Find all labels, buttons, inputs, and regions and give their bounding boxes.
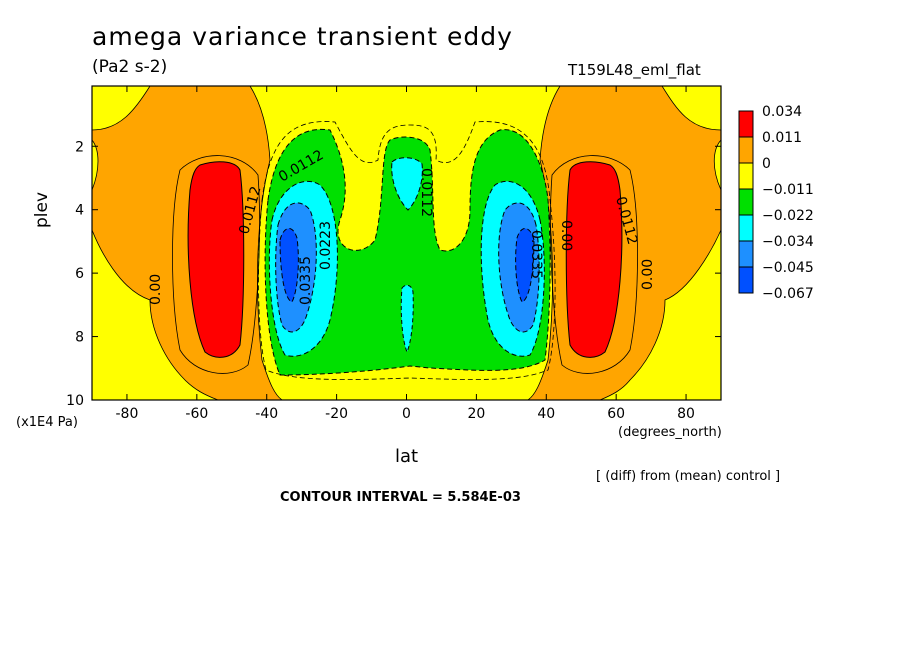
fill-cyan-center bbox=[391, 157, 423, 211]
colorbar-label: −0.045 bbox=[762, 260, 814, 276]
run-label: T159L48_eml_flat bbox=[568, 61, 701, 79]
contour-label: 0.0335 bbox=[528, 230, 544, 279]
y-axis: 2 4 6 8 10 bbox=[66, 139, 721, 409]
contour-line-east bbox=[550, 155, 638, 374]
colorbar-label: −0.034 bbox=[762, 234, 814, 250]
colorbar-label: −0.022 bbox=[762, 208, 814, 224]
contour-dash-outer bbox=[258, 121, 556, 380]
colorbar-label: 0.034 bbox=[762, 104, 802, 120]
fill-cyan-center-low bbox=[400, 284, 414, 354]
fill-darkblue-east bbox=[515, 228, 535, 303]
contour-label: 0.0335 bbox=[298, 256, 314, 305]
contour-interval: CONTOUR INTERVAL = 5.584E-03 bbox=[280, 490, 521, 505]
contour-label: 0.00 bbox=[558, 220, 574, 251]
colorbar-label: 0.011 bbox=[762, 130, 802, 146]
colorbar-swatch bbox=[738, 214, 754, 242]
contour-label: 0.00 bbox=[640, 259, 656, 290]
contour-line-west bbox=[172, 155, 260, 374]
colorbar-swatch bbox=[738, 162, 754, 190]
y-tick-label: 8 bbox=[75, 330, 84, 346]
x-tick-label: -60 bbox=[185, 406, 208, 422]
x-tick-label: 40 bbox=[537, 406, 555, 422]
fill-darkblue-west bbox=[279, 228, 299, 303]
colorbar-swatch bbox=[738, 136, 754, 164]
x-axis-units: (degrees_north) bbox=[618, 425, 722, 440]
fill-red-east bbox=[565, 161, 623, 358]
colorbar-swatch bbox=[738, 188, 754, 216]
x-tick-label: 60 bbox=[607, 406, 625, 422]
x-tick-label: -80 bbox=[116, 406, 139, 422]
y-tick-label: 6 bbox=[75, 266, 84, 282]
y-tick-label: 2 bbox=[75, 139, 84, 155]
fill-green-central bbox=[264, 128, 551, 376]
x-tick-label: 0 bbox=[402, 406, 411, 422]
x-tick-label: 80 bbox=[677, 406, 695, 422]
colorbar-swatch bbox=[738, 266, 754, 294]
chart-title: amega variance transient eddy bbox=[92, 22, 513, 51]
x-tick-label: 20 bbox=[467, 406, 485, 422]
colorbar: 0.034 0.011 0 −0.011 −0.022 −0.034 −0.045 −0.06… bbox=[738, 104, 814, 302]
x-axis: -80 -60 -40 -20 0 20 40 60 80 bbox=[116, 86, 695, 422]
x-tick-label: -40 bbox=[255, 406, 278, 422]
colorbar-label: 0 bbox=[762, 156, 771, 172]
contour-fills bbox=[92, 86, 721, 400]
y-axis-units: (x1E4 Pa) bbox=[16, 415, 78, 430]
colorbar-label: −0.067 bbox=[762, 286, 814, 302]
contour-label: 0.0223 bbox=[318, 221, 334, 270]
contour-label: 0.0112 bbox=[418, 168, 434, 217]
fill-red-west bbox=[187, 161, 245, 358]
x-axis-label: lat bbox=[395, 446, 419, 467]
y-tick-label: 10 bbox=[66, 393, 84, 409]
colorbar-swatch bbox=[738, 110, 754, 138]
colorbar-label: −0.011 bbox=[762, 182, 814, 198]
contour-label: 0.00 bbox=[148, 274, 164, 305]
x-tick-label: -20 bbox=[325, 406, 348, 422]
colorbar-swatch bbox=[738, 240, 754, 268]
chart-units: (Pa2 s-2) bbox=[92, 57, 168, 77]
y-tick-label: 4 bbox=[75, 203, 84, 219]
footer-note: [ (diff) from (mean) control ] bbox=[596, 469, 781, 484]
